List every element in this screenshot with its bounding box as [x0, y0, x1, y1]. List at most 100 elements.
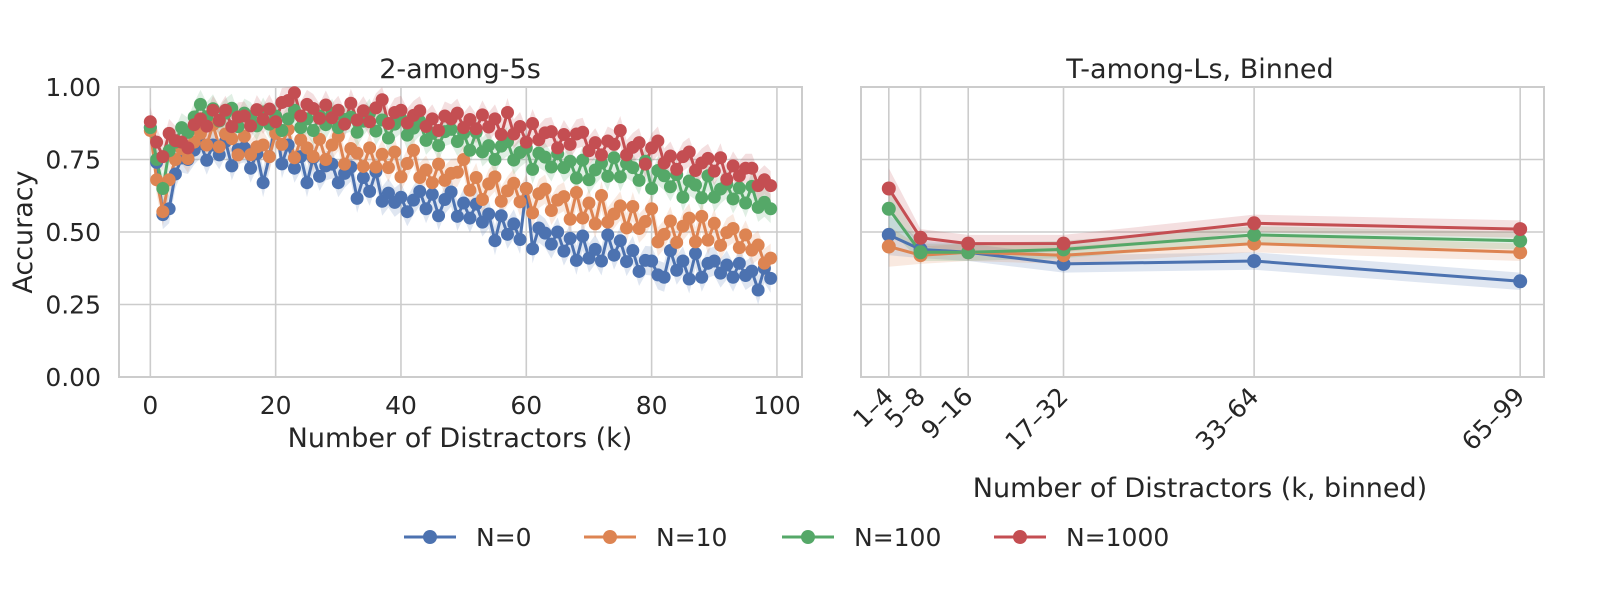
left-y-tick-label: 0.75	[45, 146, 101, 175]
left-point-N=1000-k17	[250, 103, 264, 117]
left-point-N=10-k33	[350, 146, 364, 160]
left-point-N=1000-k90	[707, 164, 721, 178]
left-point-N=1000-k15	[237, 109, 251, 123]
right-band-N=0	[888, 214, 1521, 290]
left-point-N=10-k49	[450, 165, 464, 179]
left-point-N=10-k6	[181, 152, 195, 166]
left-point-N=10-k84	[670, 235, 684, 249]
left-point-N=10-k72	[594, 188, 608, 202]
left-point-N=10-k56	[494, 194, 508, 208]
left-point-N=10-k31	[338, 157, 352, 171]
left-point-N=10-k95	[739, 228, 753, 242]
left-point-N=0-k93	[726, 270, 740, 284]
left-point-N=1000-k93	[726, 159, 740, 173]
left-point-N=100-k63	[538, 150, 552, 164]
left-point-N=1000-k53	[475, 108, 489, 122]
left-point-N=100-k8	[193, 97, 207, 111]
left-point-N=1000-k38	[381, 117, 395, 131]
left-point-N=0-k21	[275, 157, 289, 171]
left-point-N=0-k75	[613, 234, 627, 248]
left-point-N=0-k76	[620, 255, 634, 269]
left-point-N=0-k49	[450, 209, 464, 223]
left-point-N=0-k13	[225, 159, 239, 173]
left-point-N=0-k51	[463, 211, 477, 225]
left-point-N=10-k88	[695, 209, 709, 223]
left-point-N=1000-k60	[519, 135, 533, 149]
left-point-N=0-k30	[331, 176, 345, 190]
left-point-N=10-k61	[526, 206, 540, 220]
left-point-N=1000-k71	[588, 136, 602, 150]
left-point-N=10-k51	[463, 183, 477, 197]
left-point-N=10-k76	[620, 221, 634, 235]
left-x-axis-label: Number of Distractors (k)	[288, 423, 633, 454]
left-point-N=100-k73	[601, 169, 615, 183]
right-x-tick-label: 33–64	[1190, 382, 1264, 456]
left-point-N=10-k23	[287, 151, 301, 165]
left-point-N=1000-k37	[375, 93, 389, 107]
right-x-tick-labels: 1–45–89–16 17–32 33–64 65–99	[847, 382, 1530, 456]
left-point-N=10-k87	[688, 235, 702, 249]
left-point-N=10-k40	[394, 170, 408, 184]
left-point-N=0-k94	[732, 256, 746, 270]
left-point-N=10-k42	[407, 143, 421, 157]
left-point-N=10-k44	[419, 163, 433, 177]
left-point-N=1000-k86	[682, 145, 696, 159]
right-point-N=1000-0	[881, 181, 896, 196]
right-point-N=1000-5	[1513, 222, 1528, 237]
left-point-N=0-k25	[300, 176, 314, 190]
left-point-N=100-k94	[732, 181, 746, 195]
right-x-tick-label: 9–16	[915, 382, 978, 445]
right-point-N=100-4	[1247, 227, 1262, 242]
left-point-N=10-k79	[638, 215, 652, 229]
left-point-N=10-k2	[156, 205, 170, 219]
left-point-N=10-k77	[626, 199, 640, 213]
left-point-N=10-k26	[306, 150, 320, 164]
left-point-N=1000-k84	[670, 162, 684, 176]
legend-marker-N=100	[801, 530, 815, 544]
left-point-N=1000-k16	[244, 119, 258, 133]
left-point-N=1000-k31	[338, 117, 352, 131]
right-grid	[861, 86, 1544, 378]
left-point-N=0-k65	[551, 225, 565, 239]
left-point-N=10-k52	[469, 170, 483, 184]
left-point-N=1000-k65	[551, 141, 565, 155]
left-point-N=0-k85	[676, 254, 690, 268]
left-point-N=0-k48	[444, 185, 458, 199]
left-x-tick-label: 20	[260, 391, 292, 420]
left-point-N=0-k84	[670, 263, 684, 277]
left-point-N=1000-k18	[256, 112, 270, 126]
left-point-N=10-k34	[356, 159, 370, 173]
left-y-tick-label: 0.50	[45, 218, 101, 247]
left-point-N=0-k58	[507, 217, 521, 231]
left-x-tick-label: 100	[753, 391, 801, 420]
left-point-N=10-k50	[457, 153, 471, 166]
left-point-N=100-k36	[369, 124, 383, 138]
left-point-N=1000-k0	[143, 115, 157, 129]
left-point-N=100-k74	[607, 151, 621, 165]
left-point-N=0-k57	[500, 227, 514, 241]
right-series-points	[881, 181, 1528, 289]
left-point-N=100-k78	[632, 173, 646, 187]
left-point-N=100-k69	[576, 153, 590, 167]
left-point-N=0-k34	[356, 170, 370, 184]
left-x-tick-labels: 0 20 40 60 80 100	[142, 391, 800, 420]
left-point-N=0-k27	[313, 169, 327, 183]
left-point-N=1000-k91	[714, 151, 728, 165]
left-point-N=1000-k32	[344, 96, 358, 110]
left-point-N=0-k54	[482, 207, 496, 221]
left-point-N=100-k33	[350, 125, 364, 139]
left-point-N=100-k93	[726, 192, 740, 206]
legend-marker-N=0	[423, 530, 437, 544]
left-point-N=1000-k28	[319, 98, 333, 112]
left-point-N=1000-k55	[488, 112, 502, 126]
left-point-N=0-k92	[720, 258, 734, 272]
left-point-N=10-k13	[225, 132, 239, 146]
left-y-tick-label: 0.00	[45, 363, 101, 392]
legend-marker-N=10	[603, 530, 617, 544]
left-point-N=10-k97	[751, 238, 765, 252]
left-point-N=1000-k46	[432, 124, 446, 137]
left-point-N=1000-k51	[463, 112, 477, 126]
right-point-N=1000-1	[913, 230, 928, 245]
left-point-N=10-k9	[200, 138, 214, 152]
left-point-N=1000-k13	[225, 120, 239, 134]
